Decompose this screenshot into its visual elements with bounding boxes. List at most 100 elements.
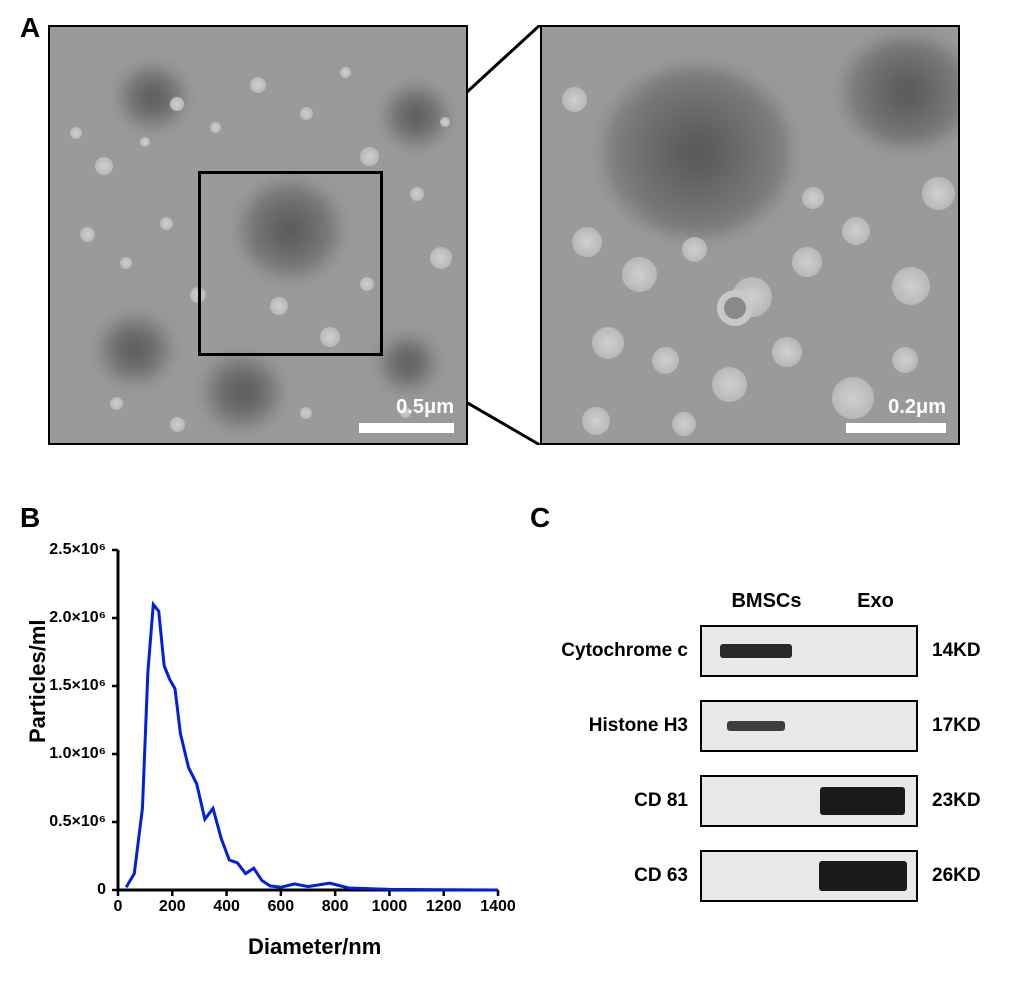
blot-band xyxy=(720,644,792,658)
blot-lanes xyxy=(700,775,918,827)
panel-label-c: C xyxy=(530,502,550,534)
x-tick-label: 200 xyxy=(152,898,192,916)
tem-particle xyxy=(582,407,610,435)
tem-bg-left xyxy=(50,27,466,443)
blot-mw-label: 14KD xyxy=(918,640,988,662)
figure-container: A xyxy=(0,0,1020,987)
tem-particle-donut xyxy=(717,290,753,326)
y-tick-label: 2.5×10⁶ xyxy=(46,541,106,559)
tem-image-overview: 0.5μm xyxy=(48,25,468,445)
tem-particle xyxy=(802,187,824,209)
scale-bar-right-bar xyxy=(846,423,946,433)
x-tick-label: 1400 xyxy=(478,898,518,916)
scale-label-left: 0.5μm xyxy=(396,396,454,419)
chart-svg xyxy=(108,540,508,910)
tem-particle xyxy=(140,137,150,147)
tem-particle xyxy=(170,417,185,432)
blot-lane xyxy=(809,627,916,675)
y-tick-label: 0 xyxy=(46,881,106,899)
tem-particle xyxy=(622,257,657,292)
tem-dark-blob xyxy=(380,337,435,389)
tem-particle xyxy=(300,107,313,120)
x-tick-label: 0 xyxy=(98,898,138,916)
tem-particle xyxy=(682,237,707,262)
blot-lanes xyxy=(700,700,918,752)
tem-particle xyxy=(652,347,679,374)
tem-bg-right xyxy=(542,27,958,443)
blot-mw-label: 17KD xyxy=(918,715,988,737)
tem-particle xyxy=(440,117,450,127)
blot-lane xyxy=(702,702,809,750)
tem-particle xyxy=(170,97,184,111)
tem-particle xyxy=(892,267,930,305)
y-tick-label: 1.0×10⁶ xyxy=(46,745,106,763)
x-tick-label: 1000 xyxy=(369,898,409,916)
panel-label-a: A xyxy=(20,12,40,44)
panel-label-b: B xyxy=(20,502,40,534)
x-axis-label: Diameter/nm xyxy=(248,934,381,960)
tem-particle xyxy=(410,187,424,201)
western-blot-panel: BMSCs Exo Cytochrome c 14KD Histone H3 17KD… xyxy=(560,590,1000,923)
blot-mw-label: 23KD xyxy=(918,790,988,812)
tem-particle xyxy=(772,337,802,367)
tem-particle xyxy=(110,397,123,410)
blot-lane xyxy=(809,852,916,900)
blot-lane xyxy=(702,852,809,900)
inset-marker xyxy=(198,171,383,356)
tem-particle xyxy=(160,217,173,230)
blot-band xyxy=(727,721,785,731)
tem-particle xyxy=(80,227,95,242)
scale-bar-left-bar xyxy=(359,423,454,433)
blot-lane xyxy=(809,702,916,750)
blot-column-bmscs: BMSCs xyxy=(712,590,821,613)
tem-particle xyxy=(842,217,870,245)
tem-particle xyxy=(95,157,113,175)
blot-band xyxy=(819,861,907,891)
blot-row: Histone H3 17KD xyxy=(560,698,1000,753)
blot-lane xyxy=(702,777,809,825)
tem-particle xyxy=(430,247,452,269)
y-tick-label: 2.0×10⁶ xyxy=(46,609,106,627)
x-tick-label: 1200 xyxy=(424,898,464,916)
blot-lane xyxy=(702,627,809,675)
tem-particle xyxy=(70,127,82,139)
size-distribution-chart: 0 0.5×10⁶ 1.0×10⁶ 1.5×10⁶ 2.0×10⁶ 2.5×10⁶ 0 20… xyxy=(48,530,518,960)
blot-header: BMSCs Exo xyxy=(712,590,1000,613)
blot-column-exo: Exo xyxy=(821,590,930,613)
scale-bar-right: 0.2μm xyxy=(846,396,946,433)
blot-band xyxy=(820,787,905,815)
tem-particle xyxy=(250,77,266,93)
tem-particle xyxy=(592,327,624,359)
tem-dark-blob xyxy=(385,87,447,145)
blot-row: CD 63 26KD xyxy=(560,848,1000,903)
blot-protein-name: CD 81 xyxy=(560,790,700,812)
tem-particle xyxy=(892,347,918,373)
blot-protein-name: Histone H3 xyxy=(560,715,700,737)
blot-lanes xyxy=(700,625,918,677)
tem-particle xyxy=(300,407,312,419)
tem-particle xyxy=(120,257,132,269)
tem-dark-blob xyxy=(602,67,792,237)
blot-row: Cytochrome c 14KD xyxy=(560,623,1000,678)
y-tick-label: 1.5×10⁶ xyxy=(46,677,106,695)
blot-protein-name: Cytochrome c xyxy=(560,640,700,662)
x-tick-label: 400 xyxy=(207,898,247,916)
tem-particle xyxy=(210,122,221,133)
scale-label-right: 0.2μm xyxy=(888,396,946,419)
tem-particle xyxy=(672,412,696,436)
tem-particle xyxy=(922,177,955,210)
tem-particle xyxy=(360,147,379,166)
tem-particle xyxy=(340,67,351,78)
tem-dark-blob xyxy=(100,317,170,382)
x-tick-label: 800 xyxy=(315,898,355,916)
blot-lanes xyxy=(700,850,918,902)
blot-lane xyxy=(809,777,916,825)
tem-particle xyxy=(572,227,602,257)
tem-dark-blob xyxy=(842,37,958,147)
blot-protein-name: CD 63 xyxy=(560,865,700,887)
tem-particle xyxy=(792,247,822,277)
y-tick-label: 0.5×10⁶ xyxy=(46,813,106,831)
tem-particle xyxy=(562,87,587,112)
y-axis-label: Particles/ml xyxy=(25,619,51,743)
blot-mw-label: 26KD xyxy=(918,865,988,887)
